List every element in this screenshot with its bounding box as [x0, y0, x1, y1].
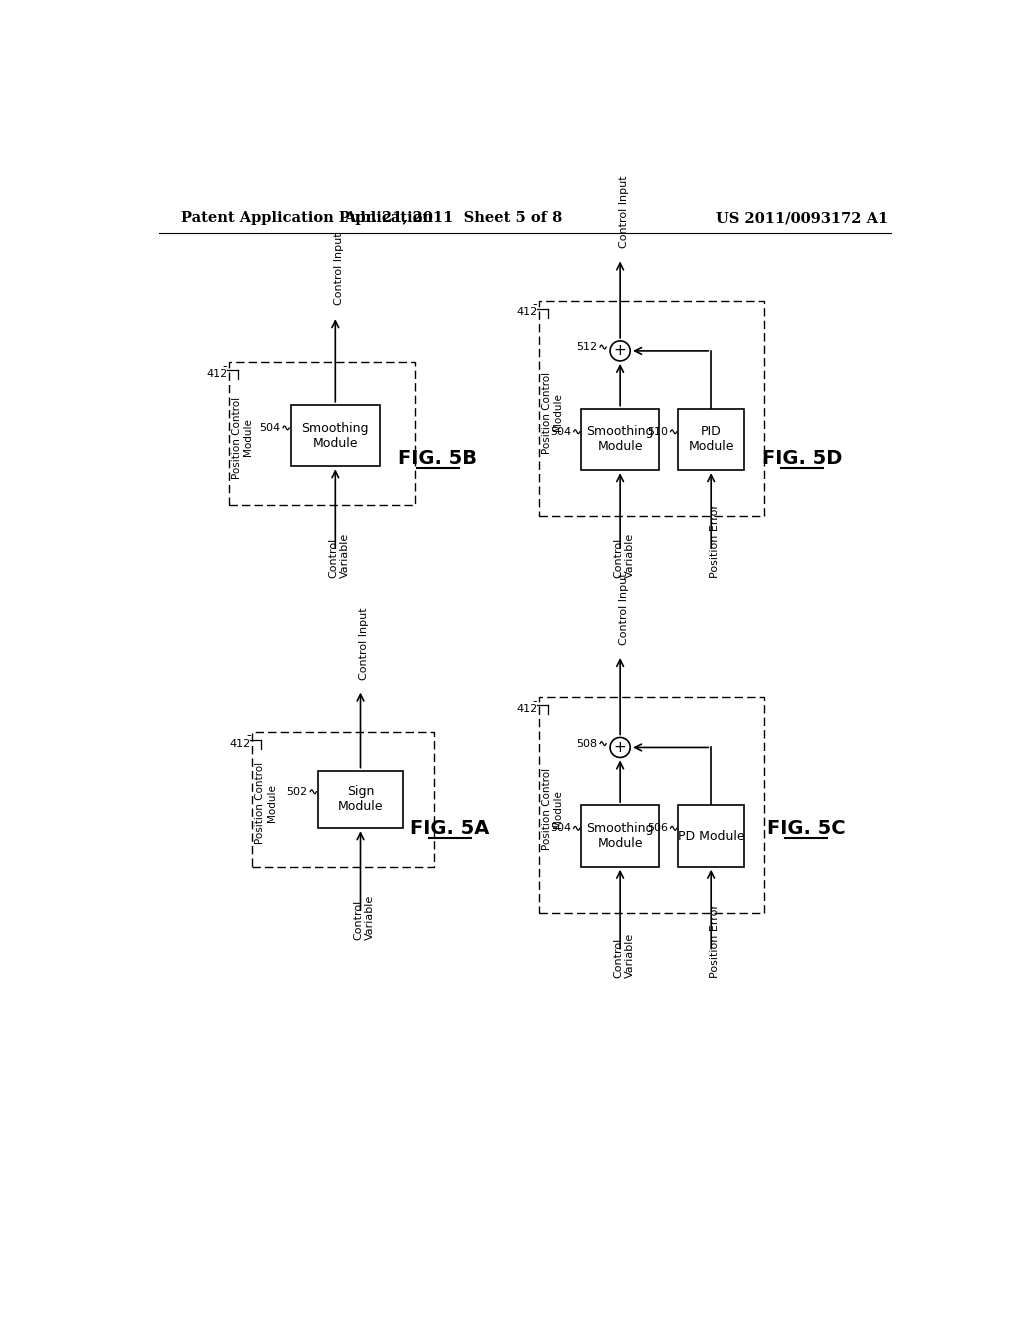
- Text: Position Control
Module: Position Control Module: [542, 371, 563, 454]
- Circle shape: [610, 341, 630, 360]
- Text: 510: 510: [647, 426, 669, 437]
- Text: Position Error: Position Error: [710, 904, 720, 978]
- Text: Sign
Module: Sign Module: [338, 785, 383, 813]
- Text: +: +: [613, 741, 627, 755]
- Text: 504: 504: [550, 426, 571, 437]
- Text: FIG. 5D: FIG. 5D: [762, 449, 843, 469]
- Text: 412: 412: [206, 370, 227, 379]
- Text: -: -: [532, 694, 538, 708]
- Text: FIG. 5A: FIG. 5A: [410, 818, 489, 838]
- Bar: [582, 409, 658, 470]
- Text: 506: 506: [647, 824, 669, 833]
- Text: 412: 412: [516, 308, 538, 317]
- Text: Position Control
Module: Position Control Module: [231, 396, 254, 479]
- Text: 508: 508: [577, 739, 598, 748]
- Text: Control
Variable: Control Variable: [613, 933, 635, 978]
- Text: Control Input: Control Input: [618, 176, 629, 248]
- Text: Control Input: Control Input: [359, 607, 370, 680]
- Text: FIG. 5C: FIG. 5C: [767, 818, 846, 838]
- Text: PD Module: PD Module: [678, 829, 744, 842]
- Text: Control
Variable: Control Variable: [353, 895, 375, 940]
- Text: -: -: [222, 360, 227, 372]
- Bar: [539, 301, 764, 516]
- Text: Patent Application Publication: Patent Application Publication: [180, 211, 433, 226]
- Text: Position Error: Position Error: [710, 504, 720, 578]
- Text: 412: 412: [229, 739, 251, 748]
- Text: FIG. 5B: FIG. 5B: [398, 449, 477, 469]
- Bar: [228, 363, 415, 506]
- Text: Smoothing
Module: Smoothing Module: [587, 822, 654, 850]
- Text: 412: 412: [516, 704, 538, 714]
- Text: 502: 502: [287, 787, 308, 797]
- Bar: [582, 805, 658, 867]
- Text: Control Input: Control Input: [618, 573, 629, 645]
- Circle shape: [610, 738, 630, 758]
- Text: Position Control
Module: Position Control Module: [255, 762, 276, 845]
- Text: 512: 512: [577, 342, 598, 352]
- Text: Control Input: Control Input: [334, 232, 344, 305]
- Text: Smoothing
Module: Smoothing Module: [301, 421, 369, 450]
- Bar: [678, 409, 744, 470]
- Bar: [678, 805, 744, 867]
- Text: 504: 504: [259, 422, 281, 433]
- Text: +: +: [613, 343, 627, 359]
- Text: PID
Module: PID Module: [688, 425, 734, 454]
- Text: Position Control
Module: Position Control Module: [542, 768, 563, 850]
- Text: -: -: [532, 298, 538, 312]
- Text: Smoothing
Module: Smoothing Module: [587, 425, 654, 454]
- Text: -: -: [246, 730, 251, 742]
- Text: 504: 504: [550, 824, 571, 833]
- Text: Control
Variable: Control Variable: [613, 533, 635, 578]
- Bar: [252, 733, 434, 867]
- Text: US 2011/0093172 A1: US 2011/0093172 A1: [716, 211, 889, 226]
- Bar: [291, 405, 380, 466]
- Text: Apr. 21, 2011  Sheet 5 of 8: Apr. 21, 2011 Sheet 5 of 8: [344, 211, 562, 226]
- Text: Control
Variable: Control Variable: [329, 533, 350, 578]
- Bar: [539, 697, 764, 913]
- Bar: [317, 771, 403, 829]
